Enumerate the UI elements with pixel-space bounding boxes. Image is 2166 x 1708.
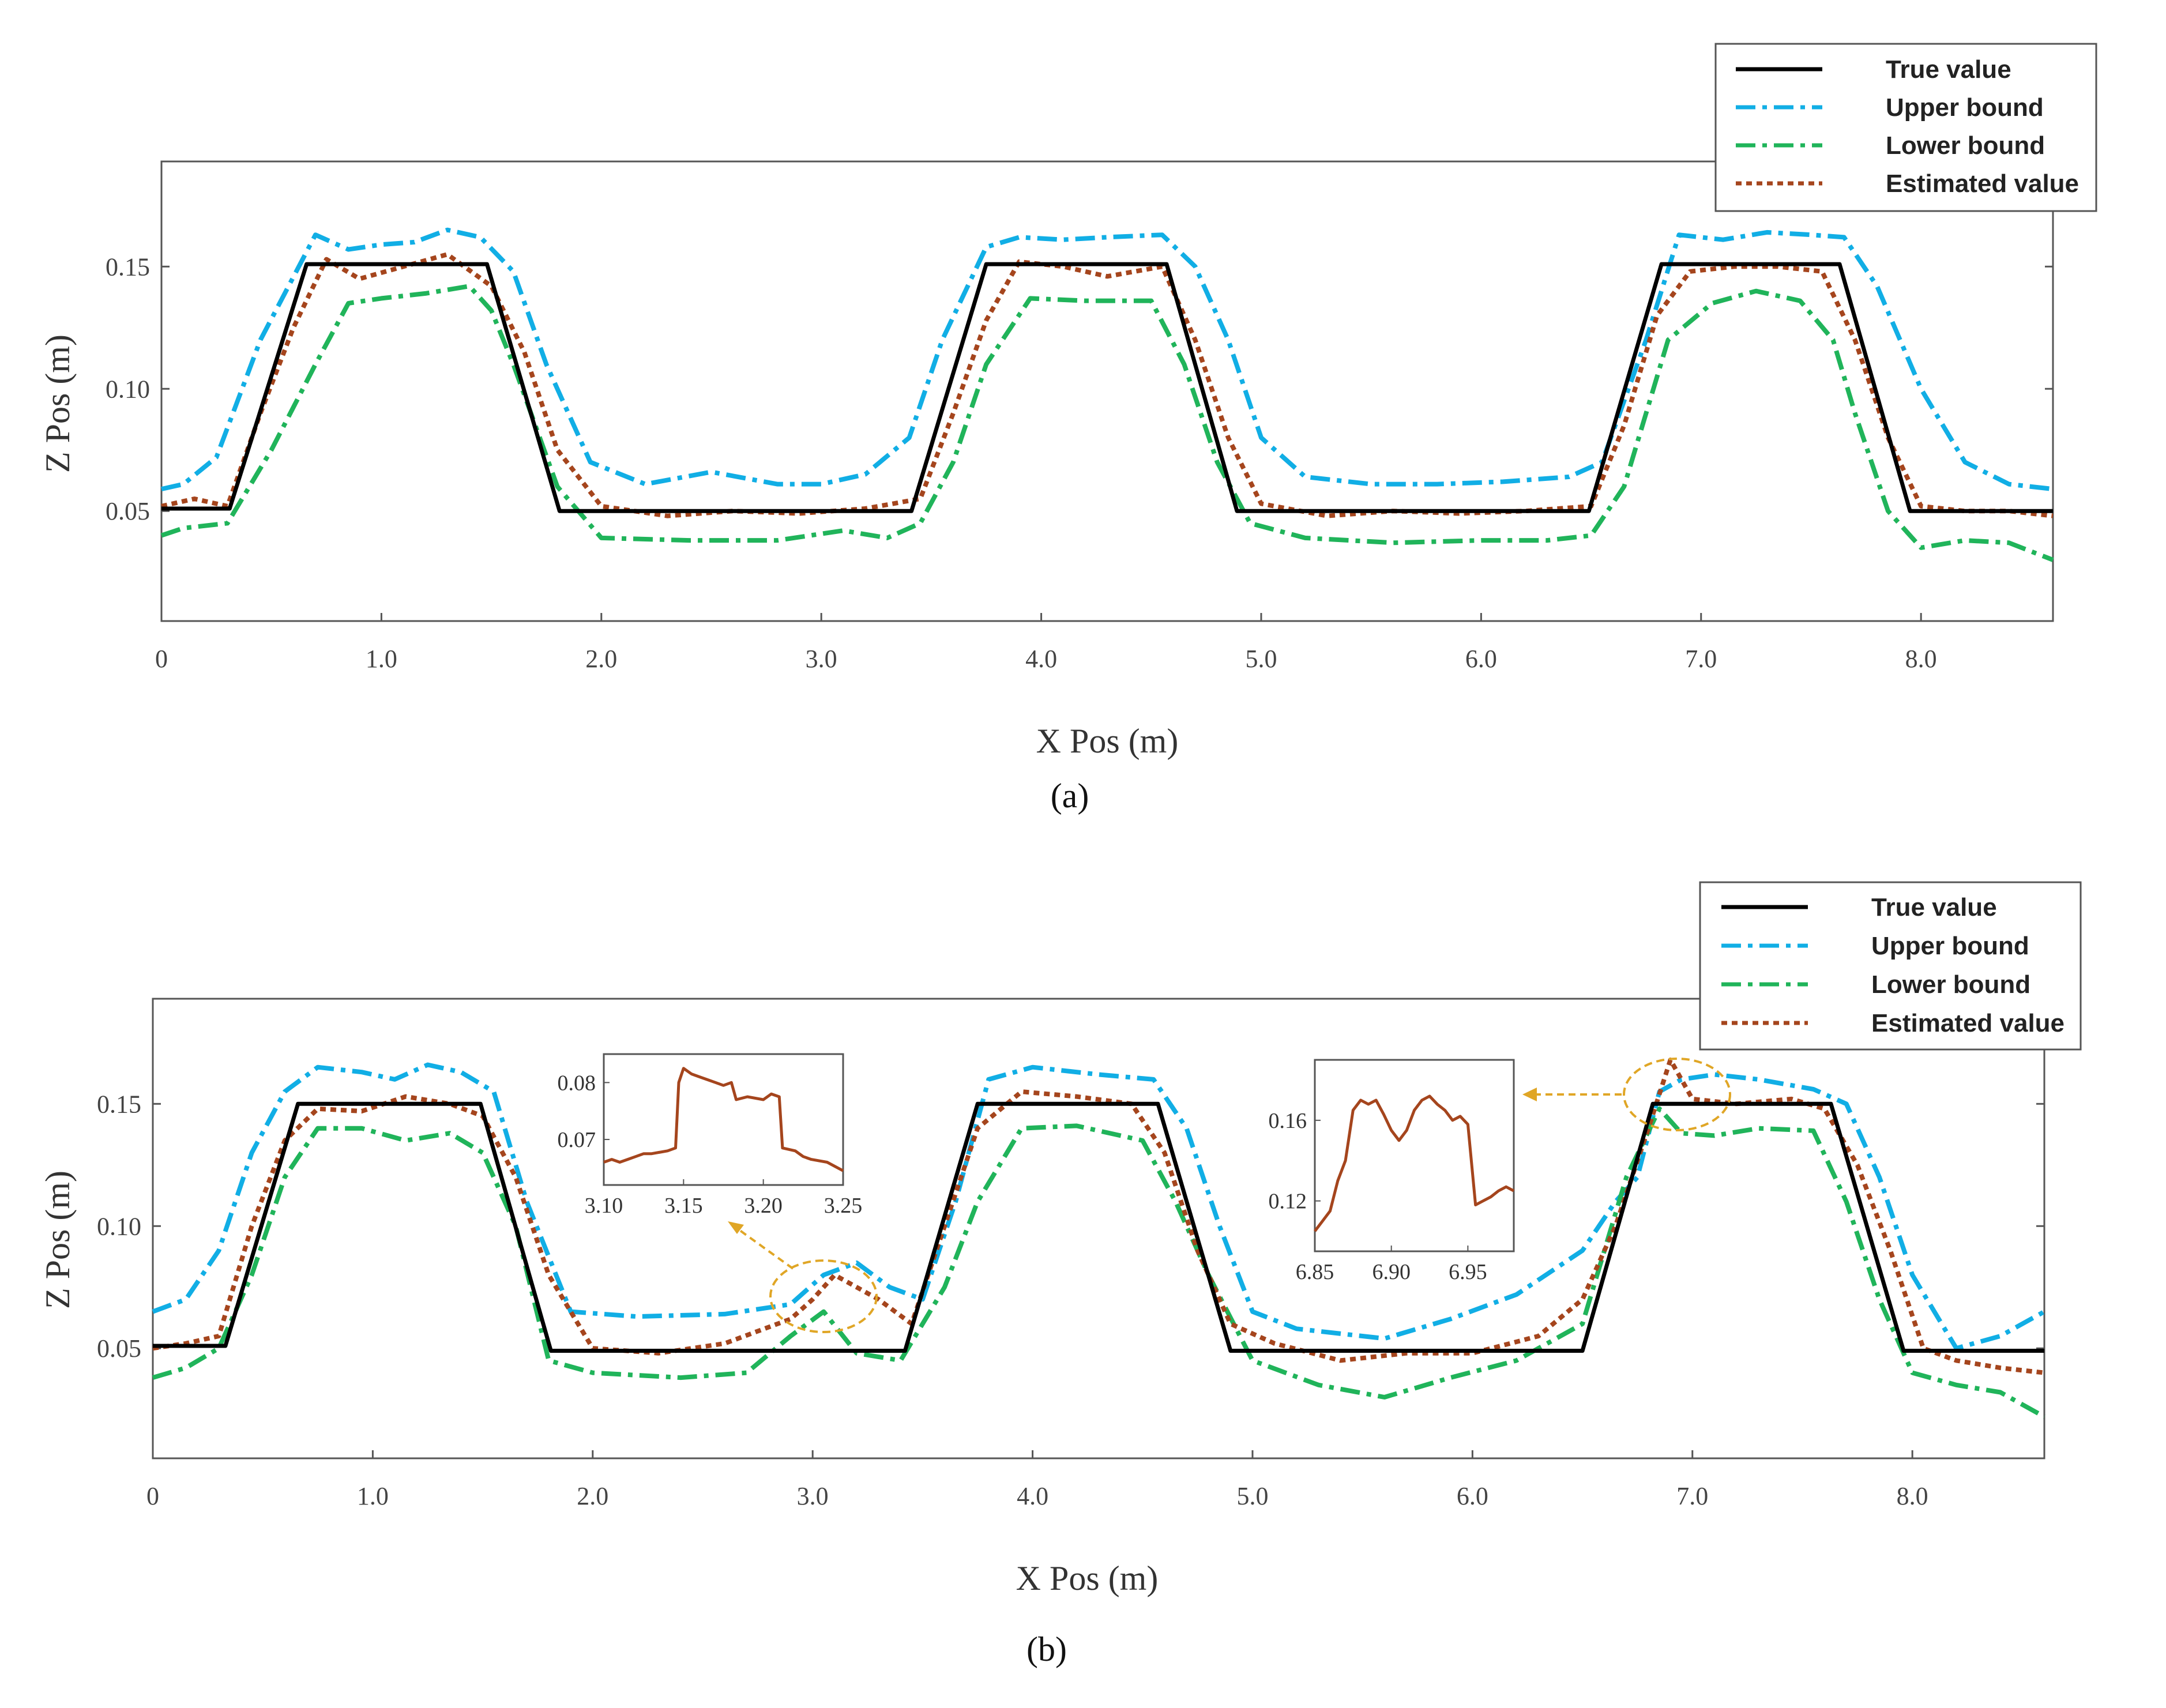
series-lower-bound-a [160,284,2054,562]
inset-y-tick-label: 0.07 [558,1128,596,1152]
legend-a: True value Upper bound Lower bound Estim… [1714,43,2097,212]
legend-label-upper-a: Upper bound [1886,93,2044,122]
inset-right-frame [1314,1059,1515,1252]
series-upper-bound-b [152,1062,2045,1351]
legend-label-estimated-b: Estimated value [1871,1009,2065,1037]
x-tick-label-a: 3.0 [806,645,837,673]
inset-right-content: 6.85 6.90 6.95 0.12 0.16 [1269,1094,1515,1284]
legend-label-upper-b: Upper bound [1871,932,2029,960]
callout-arrowhead-left [728,1221,744,1234]
x-tick-label-b: 5.0 [1236,1482,1268,1510]
x-tick-label-b: 0 [146,1482,159,1510]
inset-left-frame [603,1053,844,1186]
x-tick-label-a: 8.0 [1905,645,1937,673]
inset-x-tick-label: 6.85 [1296,1260,1334,1284]
inset-y-tick-label: 0.16 [1269,1109,1307,1133]
legend-label-true-b: True value [1871,893,1997,921]
y-tick-label-b: 0.15 [97,1090,141,1118]
x-axis-label-a: X Pos (m) [1036,722,1179,760]
inset-left-content: 3.10 3.15 3.20 3.25 0.07 0.08 [558,1067,863,1218]
inset-x-tick-label: 6.95 [1449,1260,1487,1284]
series-group-a [160,227,2054,562]
y-tick-label-a: 0.05 [106,497,150,525]
y-axis-label-a: Z Pos (m) [39,334,77,473]
inset-x-tick-label: 3.20 [744,1194,783,1218]
inset-x-tick-label: 6.90 [1372,1260,1411,1284]
series-true-value-b [153,1101,2044,1353]
inset-right-line [1314,1094,1515,1232]
inset-y-tick-label: 0.12 [1269,1190,1307,1214]
x-tick-label-a: 6.0 [1465,645,1497,673]
inset-right: 6.85 6.90 6.95 0.12 0.16 [1269,1059,1515,1284]
inset-x-tick-label: 3.15 [664,1194,703,1218]
inset-left: 3.10 3.15 3.20 3.25 0.07 0.08 [558,1053,863,1218]
x-tick-label-a: 5.0 [1245,645,1277,673]
legend-label-lower-a: Lower bound [1886,131,2045,160]
caption-b: (b) [1026,1630,1067,1668]
panel-a: 0 1.0 2.0 3.0 4.0 5.0 6.0 7.0 8.0 0.05 0.10 0.15 X … [39,43,2097,815]
x-tick-label-a: 0 [155,645,168,673]
y-tick-label-a: 0.15 [106,253,150,281]
x-tick-label-b: 8.0 [1897,1482,1928,1510]
x-axis-label-b: X Pos (m) [1016,1559,1159,1597]
x-tick-label-b: 1.0 [357,1482,389,1510]
inset-x-tick-label: 3.25 [824,1194,863,1218]
x-tick-label-a: 4.0 [1025,645,1057,673]
series-estimated-value-b [152,1058,2045,1375]
plot-frame-a [160,160,2054,622]
series-true-value-a [161,262,2053,513]
series-group-b [152,1058,2045,1419]
tick-group-b: 0 1.0 2.0 3.0 4.0 5.0 6.0 7.0 8.0 0.05 0.10 0.15 [97,1090,2044,1510]
tick-group-a: 0 1.0 2.0 3.0 4.0 5.0 6.0 7.0 8.0 0.05 0.10 0.15 [106,253,2053,673]
x-tick-label-a: 1.0 [366,645,397,673]
legend-label-true-a: True value [1886,55,2011,84]
series-lower-bound-b [152,1106,2045,1419]
panel-b: 0 1.0 2.0 3.0 4.0 5.0 6.0 7.0 8.0 0.05 0.10 0.15 X … [39,881,2082,1668]
x-tick-label-b: 3.0 [797,1482,829,1510]
y-tick-label-b: 0.05 [97,1334,141,1363]
inset-x-tick-label: 3.10 [585,1194,623,1218]
x-tick-label-a: 7.0 [1685,645,1717,673]
inset-left-line [603,1067,844,1172]
x-tick-label-b: 4.0 [1017,1482,1048,1510]
legend-label-estimated-a: Estimated value [1886,170,2079,198]
highlight-ellipse-left [769,1259,878,1333]
y-axis-label-b: Z Pos (m) [39,1171,77,1309]
series-estimated-value-a [161,252,2054,518]
x-tick-label-b: 2.0 [577,1482,608,1510]
x-tick-label-b: 6.0 [1457,1482,1488,1510]
caption-a: (a) [1051,777,1089,815]
highlight-ellipse-right [1623,1058,1731,1131]
legend-label-lower-b: Lower bound [1871,970,2030,999]
series-upper-bound-a [161,227,2054,492]
x-tick-label-a: 2.0 [585,645,617,673]
plot-frame-b [152,998,2045,1459]
x-tick-label-b: 7.0 [1676,1482,1708,1510]
legend-b: True value Upper bound Lower bound Estim… [1699,881,2082,1051]
callout-arrow-left [734,1226,794,1270]
callout-arrowhead-right [1522,1088,1537,1101]
y-tick-label-b: 0.10 [97,1212,141,1240]
inset-y-tick-label: 0.08 [558,1071,596,1095]
y-tick-label-a: 0.10 [106,375,150,403]
